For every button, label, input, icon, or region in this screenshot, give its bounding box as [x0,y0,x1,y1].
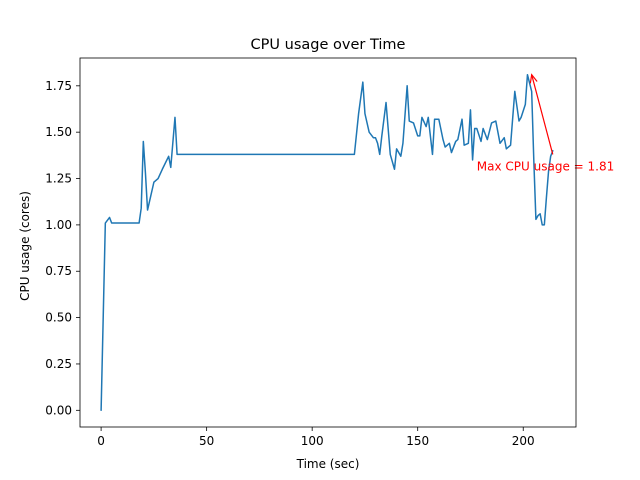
y-tick-label: 1.75 [45,79,72,93]
y-tick-label: 0.00 [45,403,72,417]
y-axis-title: CPU usage (cores) [18,191,32,301]
x-axis-title: Time (sec) [296,457,360,471]
annotation-label: Max CPU usage = 1.81 [477,159,614,173]
x-tick-label: 150 [406,434,429,448]
y-tick-label: 0.75 [45,264,72,278]
plot-frame [79,57,577,428]
x-tick-label: 50 [199,434,214,448]
x-tick-label: 200 [512,434,535,448]
y-tick-label: 1.25 [45,172,72,186]
x-tick-label: 100 [301,434,324,448]
y-tick-label: 1.00 [45,218,72,232]
series-line-0 [100,73,554,412]
annotation-arrow-head [529,73,538,84]
chart-title: CPU usage over Time [251,37,406,53]
y-tick-label: 1.50 [45,125,72,139]
annotation-arrow-shaft [531,74,554,155]
y-tick-label: 0.25 [45,357,72,371]
y-tick-label: 0.50 [45,311,72,325]
plot-area: 0 50 100 150 200 0.00 0.25 0.50 0.75 1.00 1.25 1.50… [45,57,614,448]
x-tick-label: 0 [97,434,105,448]
